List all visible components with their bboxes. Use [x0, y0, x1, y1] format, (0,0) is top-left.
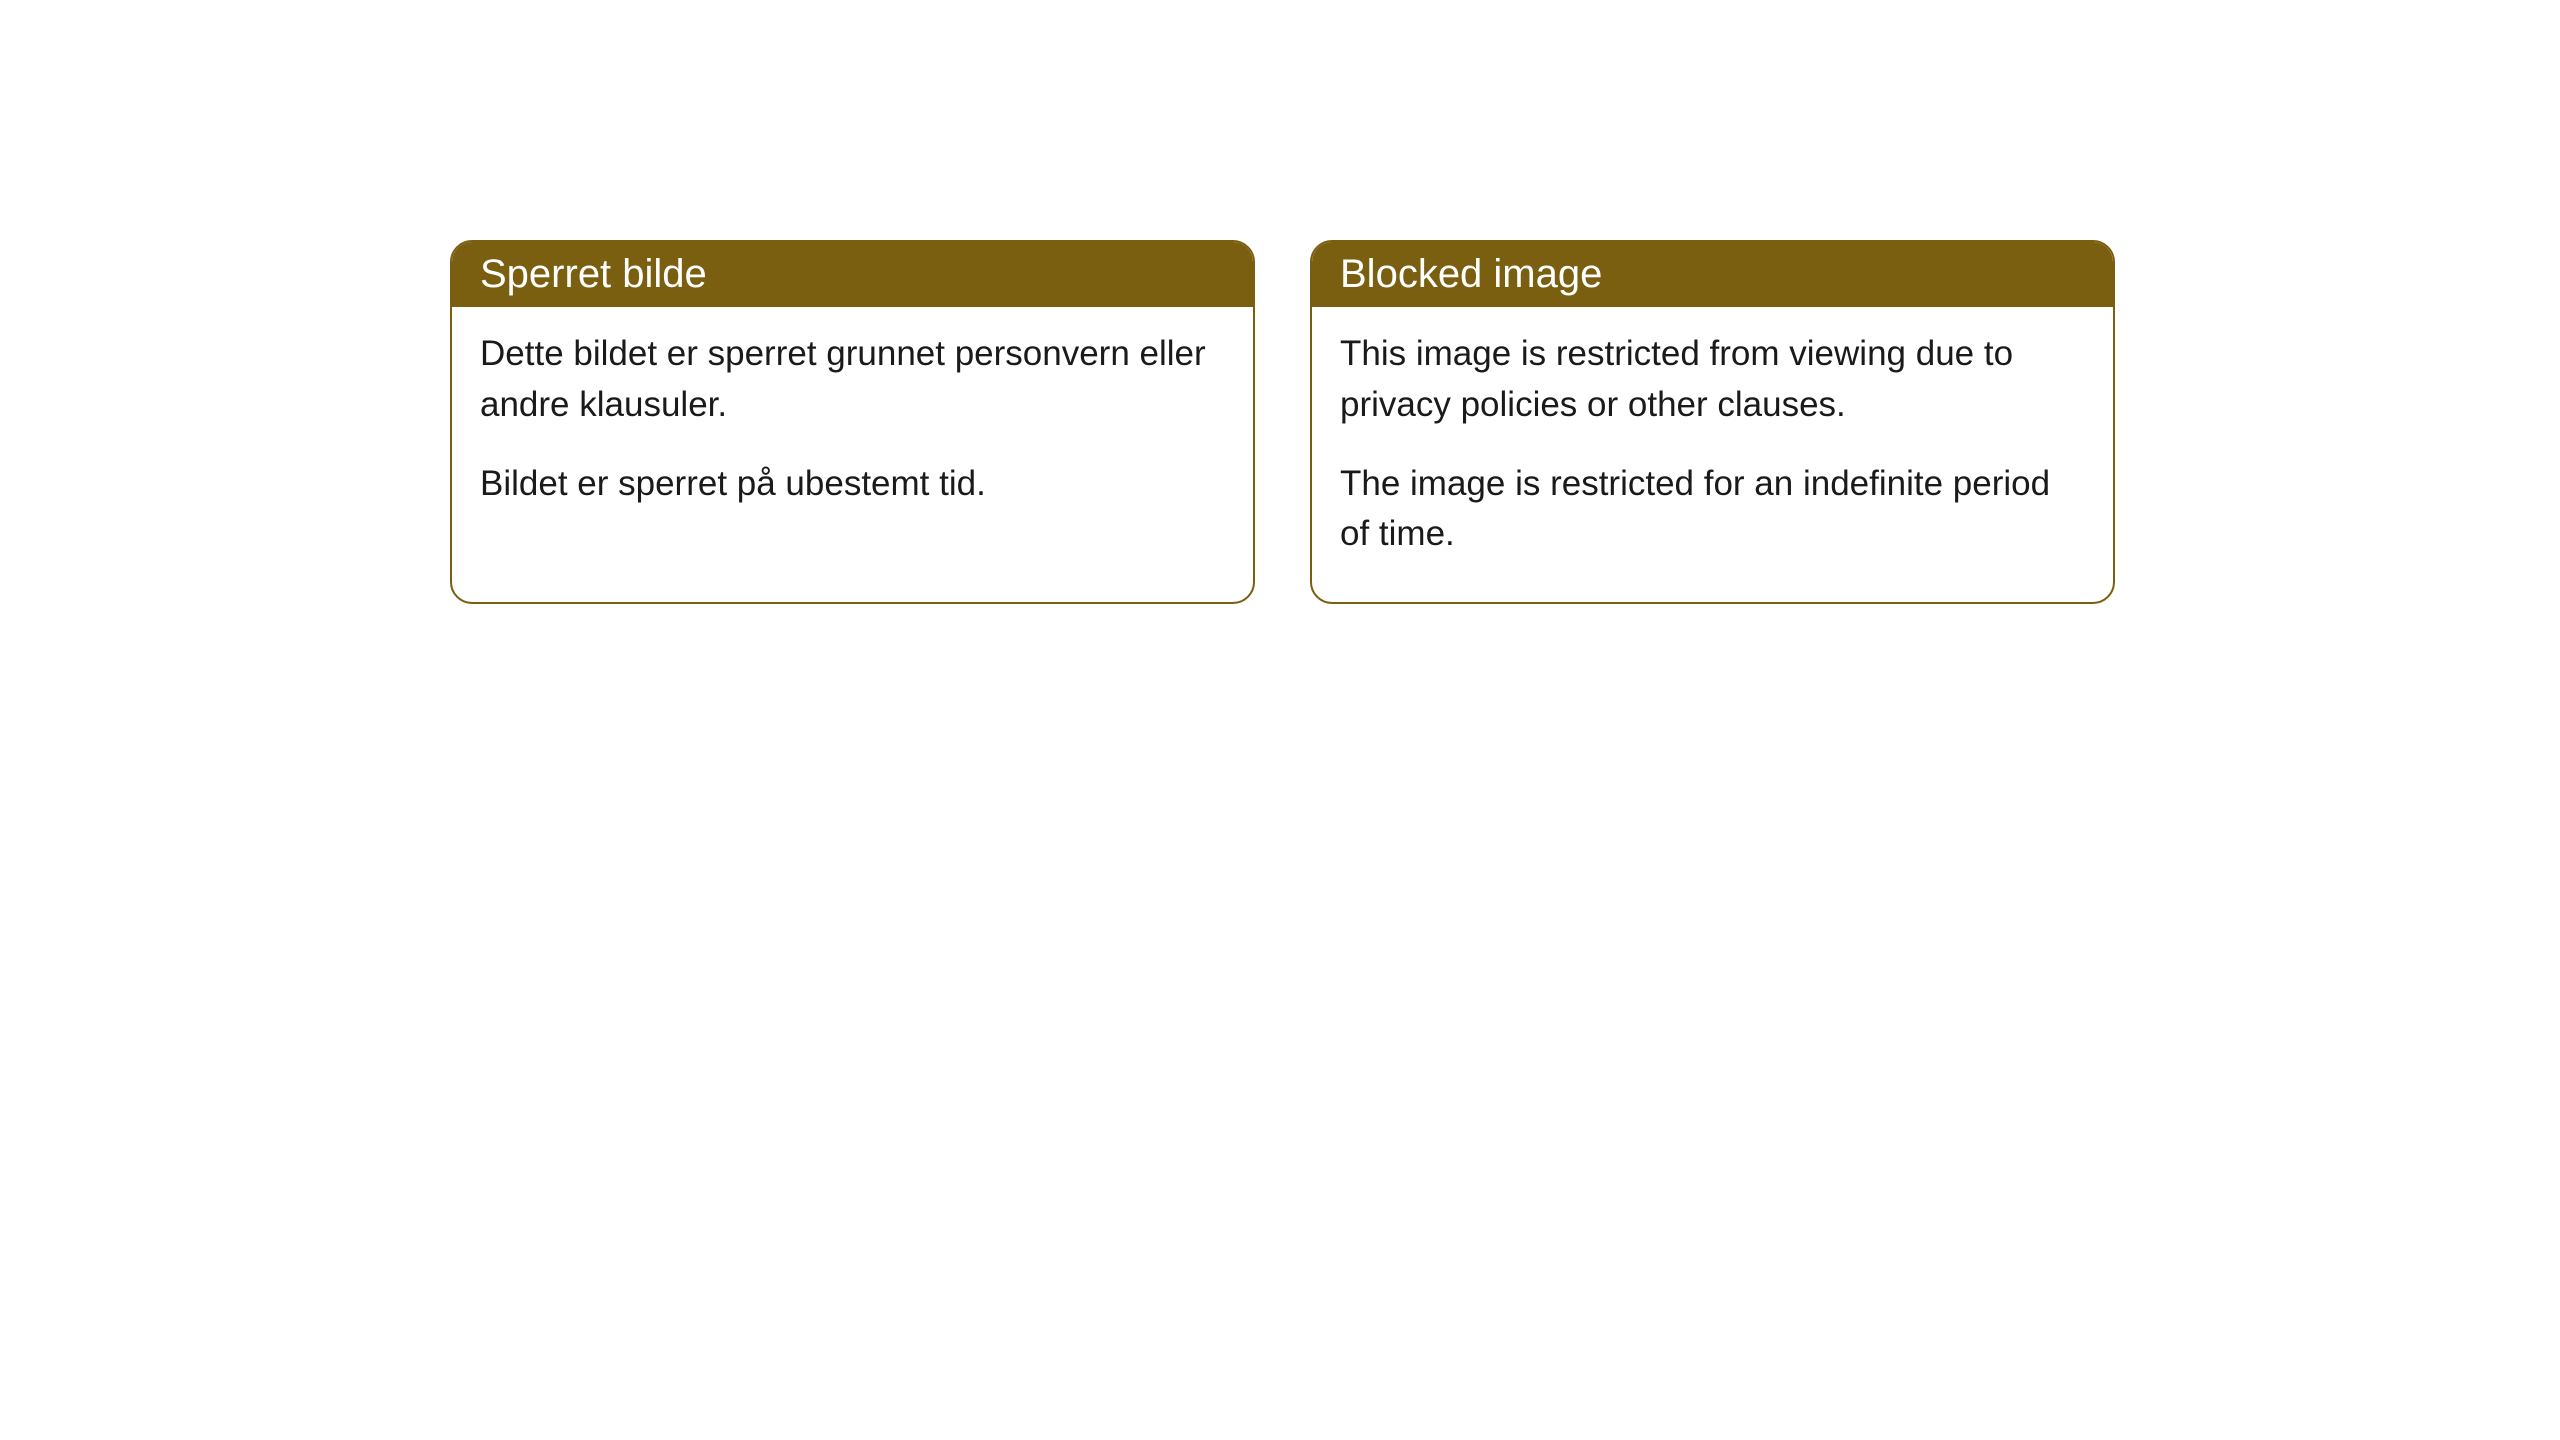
- notice-paragraph: Bildet er sperret på ubestemt tid.: [480, 459, 1225, 510]
- notice-card-english: Blocked image This image is restricted f…: [1310, 240, 2115, 604]
- notice-paragraph: This image is restricted from viewing du…: [1340, 329, 2085, 431]
- notice-card-norwegian: Sperret bilde Dette bildet er sperret gr…: [450, 240, 1255, 604]
- card-body: Dette bildet er sperret grunnet personve…: [452, 307, 1253, 551]
- card-header: Sperret bilde: [452, 242, 1253, 307]
- notice-cards-container: Sperret bilde Dette bildet er sperret gr…: [450, 240, 2115, 604]
- notice-paragraph: The image is restricted for an indefinit…: [1340, 459, 2085, 561]
- notice-paragraph: Dette bildet er sperret grunnet personve…: [480, 329, 1225, 431]
- card-body: This image is restricted from viewing du…: [1312, 307, 2113, 602]
- card-header: Blocked image: [1312, 242, 2113, 307]
